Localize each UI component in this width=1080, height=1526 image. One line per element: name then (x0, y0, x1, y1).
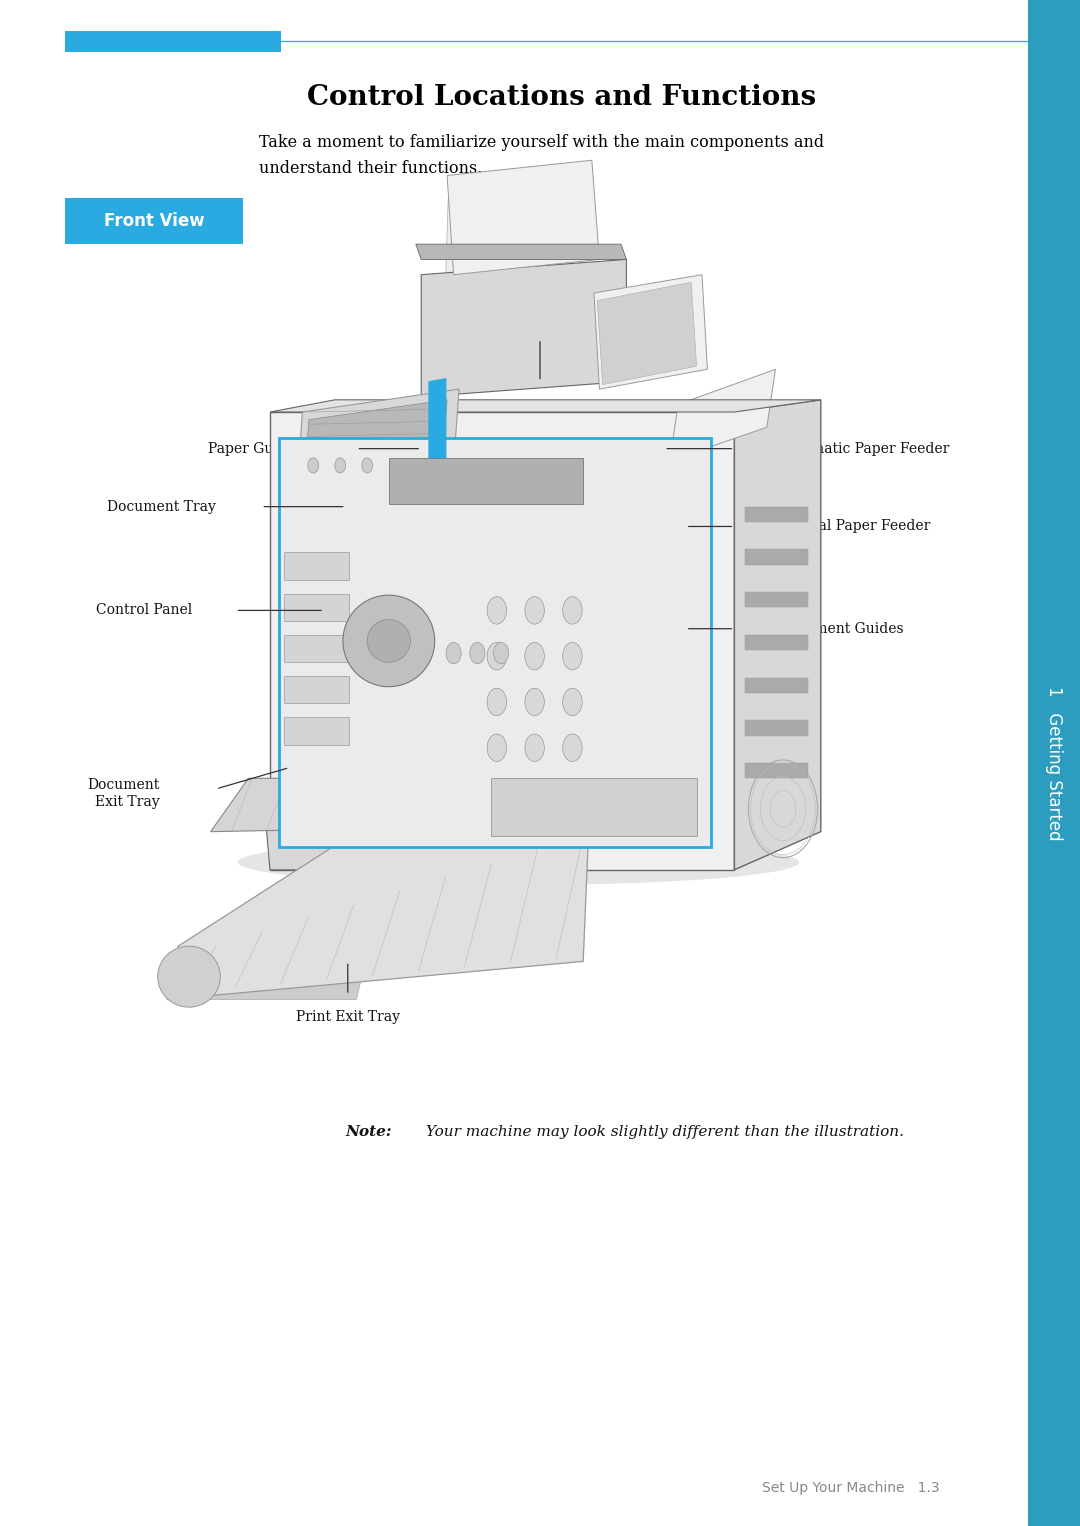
Text: Document Tray: Document Tray (107, 499, 216, 514)
Circle shape (487, 597, 507, 624)
Circle shape (525, 734, 544, 761)
Circle shape (525, 688, 544, 716)
Bar (745, 763, 808, 778)
Polygon shape (167, 977, 362, 1000)
Text: Take a moment to familiarize yourself with the main components and: Take a moment to familiarize yourself wi… (259, 134, 824, 151)
Circle shape (446, 642, 461, 664)
Polygon shape (416, 244, 626, 259)
Bar (745, 507, 808, 522)
Circle shape (470, 642, 485, 664)
Bar (491, 778, 697, 836)
Polygon shape (456, 198, 569, 366)
Bar (745, 592, 808, 607)
Circle shape (525, 597, 544, 624)
Bar (284, 552, 349, 580)
Text: Automatic Paper Feeder: Automatic Paper Feeder (778, 441, 949, 456)
Polygon shape (305, 400, 447, 481)
Circle shape (362, 458, 373, 473)
Text: Your machine may look slightly different than the illustration.: Your machine may look slightly different… (421, 1125, 904, 1140)
Polygon shape (670, 369, 775, 461)
Circle shape (487, 688, 507, 716)
Circle shape (335, 458, 346, 473)
Ellipse shape (343, 595, 435, 687)
Ellipse shape (158, 946, 220, 1007)
Bar (65, 31, 281, 52)
Circle shape (487, 642, 507, 670)
Bar (284, 717, 349, 745)
Bar (745, 678, 808, 693)
Ellipse shape (238, 839, 799, 885)
Text: Manual Paper Feeder: Manual Paper Feeder (778, 519, 930, 534)
Circle shape (563, 597, 582, 624)
Circle shape (525, 642, 544, 670)
Text: Document
Exit Tray: Document Exit Tray (87, 778, 160, 809)
Ellipse shape (367, 620, 410, 662)
Polygon shape (270, 412, 734, 870)
FancyBboxPatch shape (279, 438, 711, 847)
Text: 1   Getting Started: 1 Getting Started (1045, 685, 1063, 841)
Bar (284, 676, 349, 703)
Polygon shape (594, 275, 707, 389)
Polygon shape (167, 832, 589, 1000)
Polygon shape (297, 389, 459, 488)
Text: Control Panel: Control Panel (96, 603, 192, 618)
Circle shape (494, 642, 509, 664)
Text: Paper Guides: Paper Guides (208, 441, 302, 456)
Bar (284, 594, 349, 621)
Polygon shape (447, 160, 599, 275)
Circle shape (308, 458, 319, 473)
Polygon shape (211, 778, 610, 832)
Bar (1028, 0, 1080, 1526)
Polygon shape (429, 378, 446, 468)
Text: Control Locations and Functions: Control Locations and Functions (307, 84, 816, 111)
Circle shape (487, 734, 507, 761)
Bar (284, 635, 349, 662)
FancyBboxPatch shape (65, 198, 243, 244)
Polygon shape (734, 400, 821, 870)
Bar (389, 458, 583, 504)
Text: Front View: Front View (104, 212, 204, 230)
Text: Document Guides: Document Guides (778, 621, 903, 636)
Polygon shape (265, 809, 389, 870)
Circle shape (563, 688, 582, 716)
Circle shape (563, 642, 582, 670)
Polygon shape (443, 198, 556, 366)
Bar (745, 549, 808, 565)
Text: understand their functions.: understand their functions. (259, 160, 483, 177)
Polygon shape (597, 282, 697, 385)
Polygon shape (270, 400, 821, 412)
Bar (745, 720, 808, 736)
Text: Set Up Your Machine   1.3: Set Up Your Machine 1.3 (762, 1480, 940, 1495)
Circle shape (563, 734, 582, 761)
Text: Note:: Note: (346, 1125, 392, 1140)
Text: Paper Extension: Paper Extension (483, 307, 597, 320)
Polygon shape (469, 198, 582, 366)
Text: Print Exit Tray: Print Exit Tray (296, 1010, 400, 1024)
Polygon shape (421, 259, 626, 397)
Bar (745, 635, 808, 650)
